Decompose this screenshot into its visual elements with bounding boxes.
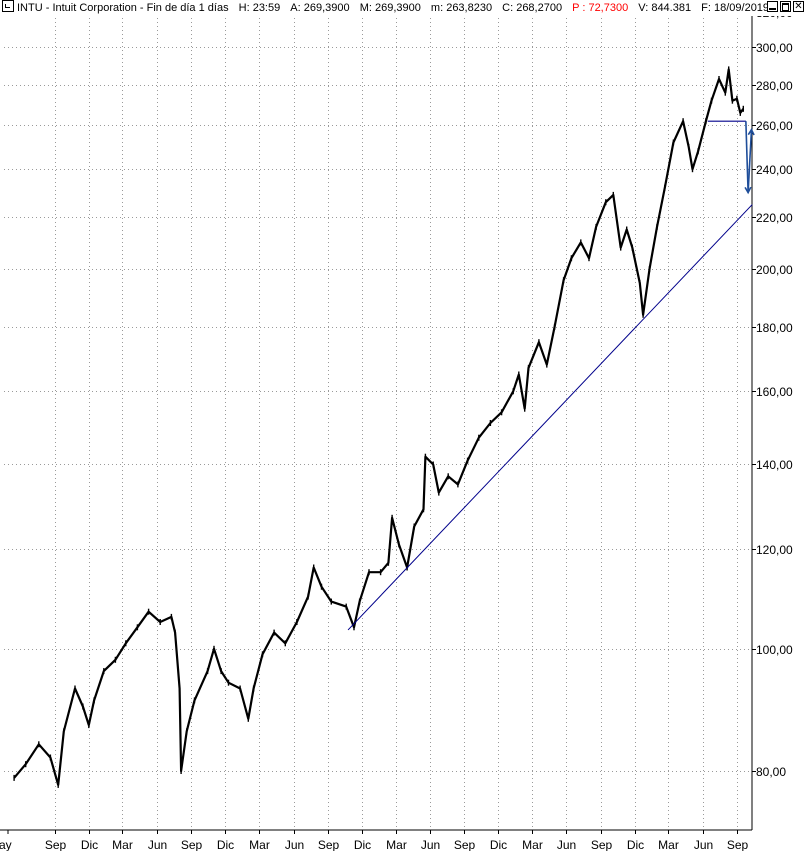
x-tick-label: Dic <box>627 838 644 851</box>
y-tick-label: 100,00 <box>756 643 793 657</box>
x-tick-label: Mar <box>112 838 133 851</box>
chart-window-icon <box>2 0 14 12</box>
price-series-line <box>13 68 745 786</box>
x-tick-label: Sep <box>591 838 613 851</box>
arrow-up <box>747 129 753 193</box>
hour: H: 23:59 <box>238 2 281 14</box>
x-tick-label: Sep <box>454 838 476 851</box>
mid-value: M: 269,3900 <box>359 2 421 14</box>
trendline <box>347 204 753 631</box>
window-controls: ✕ <box>767 1 804 12</box>
arrow-down <box>745 121 749 193</box>
close-value: C: 268,2700 <box>502 2 563 14</box>
x-tick-label: Sep <box>318 838 340 851</box>
y-tick-label: 180,00 <box>756 321 793 335</box>
x-tick-label: Dic <box>81 838 98 851</box>
chart-annotations <box>347 120 755 631</box>
chart-grid <box>4 10 752 830</box>
x-tick-label: Dic <box>354 838 371 851</box>
minimize-icon[interactable] <box>767 1 778 12</box>
chart-header: INTU - Intuit Corporation - Fin de día 1… <box>0 0 806 16</box>
x-tick-label: Mar <box>658 838 679 851</box>
x-tick-label: Jun <box>421 838 440 851</box>
y-tick-label: 160,00 <box>756 385 793 399</box>
low-value: m: 263,8230 <box>430 2 493 14</box>
x-tick-label: Jun <box>148 838 167 851</box>
x-tick-label: Jun <box>285 838 304 851</box>
symbol: INTU <box>17 2 43 14</box>
period: Fin de día 1 días <box>146 2 229 14</box>
y-tick-label: 220,00 <box>756 211 793 225</box>
x-tick-label: Jun <box>557 838 576 851</box>
arrow-down-head <box>744 186 752 195</box>
x-tick-label: Sep <box>727 838 749 851</box>
y-axis: 80,00 100,00 120,00 140,00 160,00 180,00 200,0… <box>751 0 793 830</box>
close-icon[interactable]: ✕ <box>793 1 804 12</box>
performance-value: P : 72,7300 <box>572 2 629 14</box>
arrow-up-head <box>747 127 755 136</box>
x-tick-label: Dic <box>217 838 234 851</box>
y-tick-label: 300,00 <box>756 41 793 55</box>
x-tick-label: Dic <box>490 838 507 851</box>
x-tick-label: Jun <box>694 838 713 851</box>
plot-area <box>13 66 745 788</box>
x-axis: ay Sep Dic Mar Jun Sep Dic Mar Jun Sep Dic Mar Jun Se… <box>0 829 752 851</box>
y-tick-label: 280,00 <box>756 79 793 93</box>
x-tick-label: Sep <box>181 838 203 851</box>
date-value: F: 18/09/2019 <box>701 2 770 14</box>
maximize-icon[interactable] <box>780 1 791 12</box>
y-tick-label: 260,00 <box>756 119 793 133</box>
y-tick-label: 200,00 <box>756 263 793 277</box>
x-tick-label: Mar <box>386 838 407 851</box>
high-value: A: 269,3900 <box>290 2 350 14</box>
company-name: Intuit Corporation <box>52 2 137 14</box>
volume-value: V: 844.381 <box>638 2 692 14</box>
x-tick-label: Sep <box>45 838 67 851</box>
x-tick-label: ay <box>0 838 12 851</box>
y-tick-label: 80,00 <box>756 765 786 779</box>
y-tick-label: 240,00 <box>756 163 793 177</box>
x-tick-label: Mar <box>249 838 270 851</box>
y-tick-label: 140,00 <box>756 458 793 472</box>
x-tick-label: Mar <box>522 838 543 851</box>
y-tick-label: 120,00 <box>756 543 793 557</box>
